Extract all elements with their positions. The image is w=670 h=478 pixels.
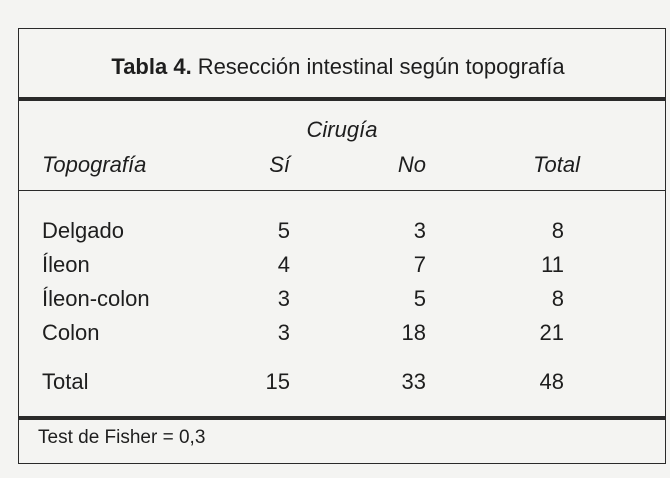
total-cell-no: 33 bbox=[401, 369, 426, 394]
table-cell-si: 4 bbox=[277, 252, 290, 277]
table-cell-si: 3 bbox=[277, 286, 290, 311]
table-cell-no: 3 bbox=[413, 218, 426, 243]
table-cell-total: 11 bbox=[541, 252, 564, 277]
header-divider bbox=[18, 190, 666, 191]
table-row-label: Íleon-colon bbox=[42, 286, 150, 311]
table-cell-no: 18 bbox=[401, 320, 426, 345]
table-cell-total: 8 bbox=[551, 218, 564, 243]
table-cell-total: 21 bbox=[539, 320, 564, 345]
footnote: Test de Fisher = 0,3 bbox=[38, 427, 206, 448]
table-cell-no: 5 bbox=[413, 286, 426, 311]
table-cell-si: 3 bbox=[277, 320, 290, 345]
total-row-label: Total bbox=[42, 369, 89, 394]
table-frame bbox=[18, 28, 666, 464]
total-cell-total: 48 bbox=[539, 369, 564, 394]
total-cell-si: 15 bbox=[265, 369, 290, 394]
table-row-label: Delgado bbox=[42, 218, 124, 243]
table-row-label: Íleon bbox=[42, 252, 90, 277]
column-header-no: No bbox=[397, 152, 426, 177]
table-cell-total: 8 bbox=[551, 286, 564, 311]
footer-divider bbox=[18, 416, 666, 420]
title-divider bbox=[18, 97, 666, 101]
table-cell-si: 5 bbox=[277, 218, 290, 243]
table-cell-no: 7 bbox=[413, 252, 426, 277]
table-title: Tabla 4. Resección intestinal según topo… bbox=[48, 42, 628, 92]
table-row-label: Colon bbox=[42, 320, 100, 345]
title-label: Tabla 4. bbox=[111, 54, 192, 79]
group-header-cirugia: Cirugía bbox=[306, 117, 378, 142]
column-header-total: Total bbox=[533, 152, 580, 177]
column-header-topografia: Topografía bbox=[42, 152, 147, 177]
title-text: Resección intestinal según topografía bbox=[197, 54, 565, 79]
column-header-si: Sí bbox=[269, 152, 290, 177]
